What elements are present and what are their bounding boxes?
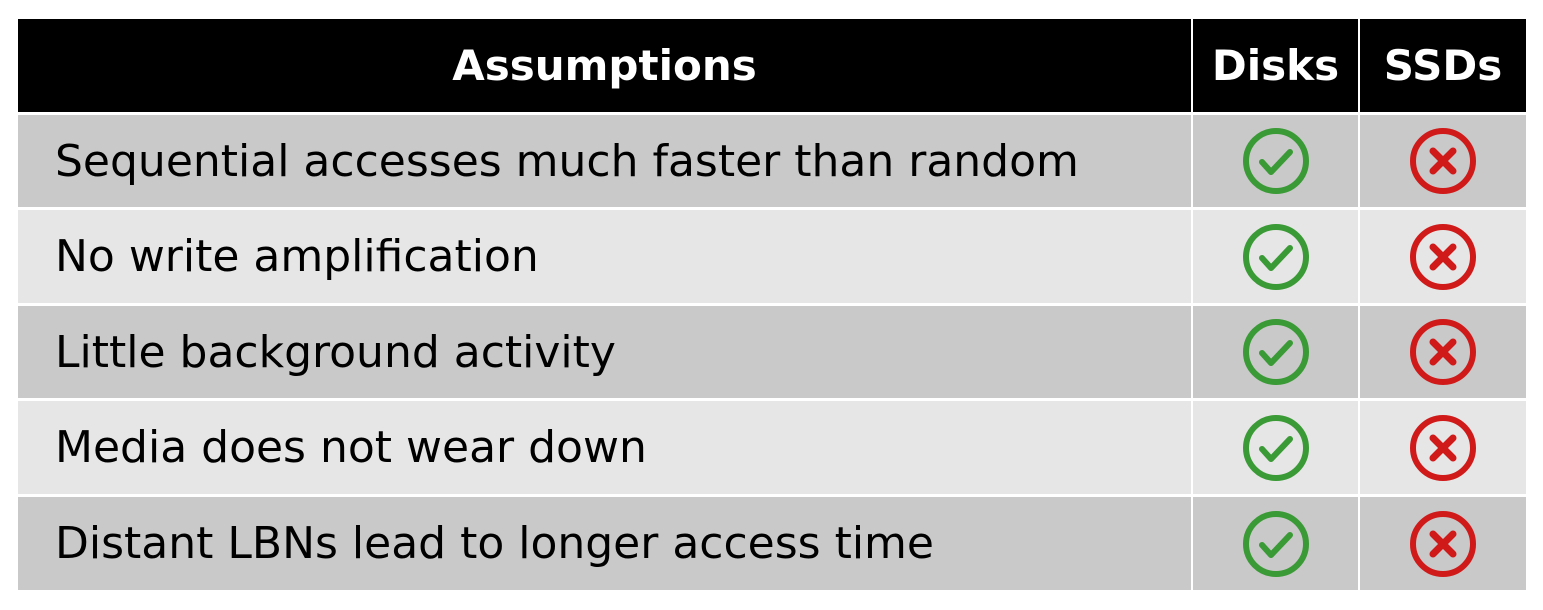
ssds-cell	[1358, 306, 1526, 398]
cross-icon	[1410, 223, 1476, 290]
header-disks: Disks	[1191, 19, 1358, 112]
row-label: No write amplification	[55, 231, 539, 282]
check-icon	[1242, 128, 1309, 194]
cross-icon	[1410, 128, 1476, 194]
check-icon	[1242, 414, 1309, 481]
cross-icon	[1410, 319, 1476, 385]
disks-cell	[1191, 115, 1358, 207]
disks-cell	[1191, 497, 1358, 590]
table-row: Media does not wear down	[18, 401, 1526, 494]
row-divider	[18, 398, 1526, 401]
header-ssds: SSDs	[1358, 19, 1526, 112]
ssds-cell	[1358, 401, 1526, 494]
cross-icon	[1410, 510, 1476, 577]
header-divider	[18, 112, 1526, 115]
row-divider	[18, 494, 1526, 497]
check-icon	[1242, 223, 1309, 290]
assumptions-table: Assumptions Disks SSDs Sequential access…	[18, 19, 1526, 590]
table-row: Little background activity	[18, 306, 1526, 398]
row-divider	[18, 303, 1526, 306]
row-divider	[18, 207, 1526, 210]
row-label: Little background activity	[55, 326, 616, 378]
table-header: Assumptions Disks SSDs	[18, 19, 1526, 112]
row-label: Distant LBNs lead to longer access time	[55, 518, 934, 569]
check-icon	[1242, 319, 1309, 385]
check-icon	[1242, 510, 1309, 577]
ssds-cell	[1358, 210, 1526, 303]
row-label: Sequential accesses much faster than ran…	[55, 135, 1079, 187]
disks-cell	[1191, 401, 1358, 494]
table-row: Sequential accesses much faster than ran…	[18, 115, 1526, 207]
table-row: Distant LBNs lead to longer access time	[18, 497, 1526, 590]
row-label: Media does not wear down	[55, 422, 647, 473]
table-row: No write amplification	[18, 210, 1526, 303]
disks-cell	[1191, 210, 1358, 303]
ssds-cell	[1358, 497, 1526, 590]
cross-icon	[1410, 414, 1476, 481]
disks-cell	[1191, 306, 1358, 398]
header-assumptions: Assumptions	[452, 41, 757, 90]
ssds-cell	[1358, 115, 1526, 207]
